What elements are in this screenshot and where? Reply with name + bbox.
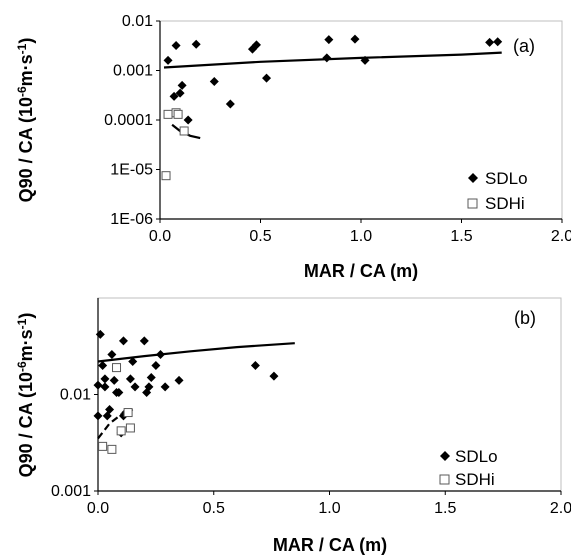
fit-line-sdlo-b: [97, 342, 295, 363]
y-tick-label-b: 0.01: [60, 387, 91, 404]
legend-a-sdhi-marker: [467, 198, 478, 209]
point-sdlo-b: [105, 404, 115, 414]
point-sdlo-a: [493, 37, 503, 47]
point-sdlo-a: [360, 55, 370, 65]
y-axis-title-a: Q90 / CA (10-6m·s-1): [15, 38, 36, 203]
legend-a-sdhi-label: SDHi: [485, 194, 525, 213]
point-sdlo-a: [163, 55, 173, 65]
point-sdhi-a: [179, 126, 189, 136]
y-tick-label-a: 0.001: [113, 63, 153, 80]
y-axis-title-a-sup2: -1: [15, 43, 29, 54]
point-sdhi-b: [98, 441, 108, 451]
y-axis-title-b-mid: m·s: [16, 329, 36, 361]
point-sdlo-b: [128, 356, 138, 366]
x-tick-label-a: 0.5: [249, 228, 271, 245]
x-tick-label-b: 0.5: [203, 500, 225, 517]
point-sdhi-a: [173, 109, 183, 119]
point-sdlo-b: [144, 382, 154, 392]
x-tick-label-a: 1.0: [350, 228, 372, 245]
y-axis-title-b: Q90 / CA (10-6m·s-1): [15, 313, 36, 478]
point-sdlo-a: [350, 34, 360, 44]
point-sdlo-b: [269, 371, 279, 381]
legend-b-sdlo-marker: [440, 451, 450, 461]
point-sdlo-b: [160, 382, 170, 392]
legend-b: SDLo SDHi: [439, 447, 498, 489]
x-tick-label-b: 2.0: [550, 500, 571, 517]
x-tick-label-a: 0.0: [149, 228, 171, 245]
x-tick-label-a: 1.5: [450, 228, 472, 245]
point-sdhi-b: [125, 423, 135, 433]
point-sdlo-b: [95, 329, 105, 339]
point-sdlo-b: [139, 336, 149, 346]
point-sdlo-a: [324, 35, 334, 45]
y-axis-title-a-sup1: -6: [15, 86, 29, 97]
point-sdlo-b: [174, 375, 184, 385]
point-sdlo-b: [146, 373, 156, 383]
legend-b-sdhi-label: SDHi: [455, 470, 495, 489]
legend-a-sdlo-marker: [468, 173, 478, 183]
y-axis-title-a-mid: m·s: [16, 54, 36, 86]
point-sdlo-a: [183, 115, 193, 125]
point-sdhi-b: [123, 408, 133, 418]
x-tick-label-b: 1.0: [318, 500, 340, 517]
point-sdlo-b: [114, 387, 124, 397]
point-sdlo-b: [107, 349, 117, 359]
panel-label-a: (a): [513, 36, 535, 56]
y-tick-label-b: 0.001: [51, 483, 91, 500]
point-sdhi-a: [161, 171, 171, 181]
y-axis-title-b-close: ): [16, 313, 36, 319]
y-tick-label-a: 0.0001: [104, 112, 153, 129]
y-tick-label-a: 0.01: [122, 13, 153, 30]
point-sdlo-b: [151, 360, 161, 370]
point-sdlo-a: [251, 40, 261, 50]
point-sdlo-b: [125, 374, 135, 384]
point-sdlo-a: [171, 40, 181, 50]
panel-label-b: (b): [514, 308, 536, 328]
fit-line-sdlo-a: [163, 51, 502, 69]
point-sdlo-a: [225, 99, 235, 109]
y-axis-title-b-sup1: -6: [15, 361, 29, 372]
point-sdhi-b: [116, 426, 126, 436]
y-axis-title-a-close: ): [16, 38, 36, 44]
y-tick-label-a: 1E-05: [110, 162, 153, 179]
point-sdlo-b: [130, 382, 140, 392]
panel-b: 0.001 0.01 0.0 0.5 1.0 1.5 2.0 (b) MAR / CA (…: [15, 297, 571, 555]
x-axis-title-a: MAR / CA (m): [304, 261, 418, 281]
point-sdlo-a: [175, 88, 185, 98]
point-sdlo-b: [100, 382, 110, 392]
point-sdlo-b: [93, 411, 103, 421]
point-sdlo-a: [209, 76, 219, 86]
x-tick-label-a: 2.0: [551, 228, 571, 245]
point-sdlo-b: [100, 374, 110, 384]
point-sdlo-b: [109, 375, 119, 385]
y-axis-title-a-main: Q90 / CA (10: [16, 97, 36, 202]
legend-a-sdlo-label: SDLo: [485, 169, 528, 188]
point-sdlo-b: [250, 360, 260, 370]
point-sdlo-a: [177, 80, 187, 90]
y-tick-label-a: 1E-06: [110, 211, 153, 228]
y-axis-title-b-main: Q90 / CA (10: [16, 372, 36, 477]
x-tick-label-b: 0.0: [87, 500, 109, 517]
point-sdlo-a: [322, 53, 332, 63]
point-sdlo-a: [262, 73, 272, 83]
point-sdlo-a: [485, 37, 495, 47]
point-sdlo-b: [118, 336, 128, 346]
point-sdlo-b: [98, 360, 108, 370]
x-axis-title-b: MAR / CA (m): [273, 535, 387, 555]
point-sdlo-b: [93, 380, 103, 390]
point-sdlo-b: [156, 349, 166, 359]
legend-b-sdhi-marker: [439, 474, 450, 485]
x-tick-label-b: 1.5: [434, 500, 456, 517]
point-sdhi-a: [163, 109, 173, 119]
legend-b-sdlo-label: SDLo: [455, 447, 498, 466]
point-sdlo-a: [169, 91, 179, 101]
point-sdhi-b: [107, 444, 117, 454]
y-axis-title-b-sup2: -1: [15, 318, 29, 329]
point-sdlo-a: [191, 39, 201, 49]
panel-a: 1E-06 1E-05 0.0001 0.001 0.01 0.0 0.5 1.0 1.5 2.…: [15, 13, 571, 281]
legend-a: SDLo SDHi: [467, 169, 528, 213]
plot-area-a: [159, 20, 563, 220]
point-sdhi-b: [112, 363, 122, 373]
